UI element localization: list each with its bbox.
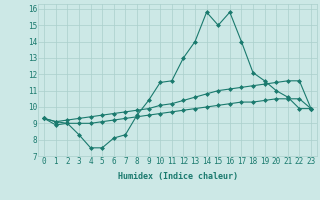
X-axis label: Humidex (Indice chaleur): Humidex (Indice chaleur) — [118, 172, 238, 181]
